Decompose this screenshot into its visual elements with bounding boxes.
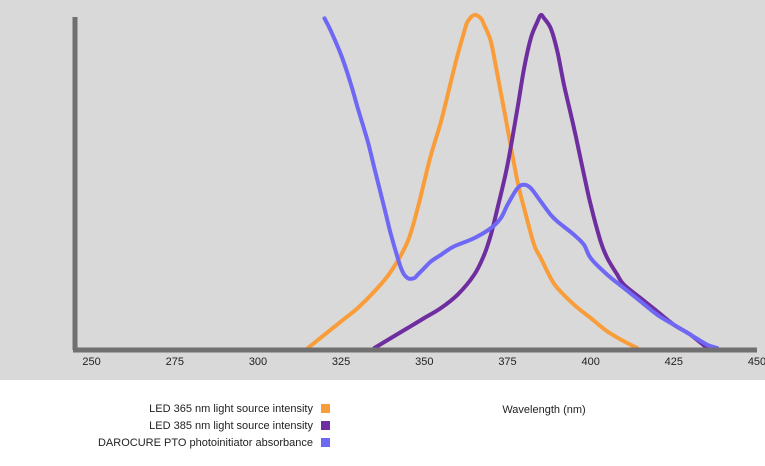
x-axis-title: Wavelength (nm) xyxy=(502,404,585,416)
x-tick-label: 375 xyxy=(498,356,516,368)
legend-label: LED 365 nm light source intensity xyxy=(149,402,313,415)
x-tick-label: 425 xyxy=(665,356,683,368)
x-tick-label: 450 xyxy=(748,356,765,368)
series-line-2 xyxy=(372,12,710,350)
legend-swatch xyxy=(321,438,330,447)
legend-label: DAROCURE PTO photoinitiator absorbance xyxy=(97,436,313,449)
x-tick-label: 250 xyxy=(82,356,100,368)
x-tick-label: 350 xyxy=(415,356,433,368)
plot-background xyxy=(0,0,765,380)
series-line-3 xyxy=(322,16,720,350)
legend-item: LED 385 nm light source intensity xyxy=(0,417,330,434)
legend: LED 365 nm light source intensity LED 385… xyxy=(0,400,330,451)
axes-layer xyxy=(72,17,757,353)
legend-swatch xyxy=(321,404,330,413)
x-tick-label: 325 xyxy=(332,356,350,368)
legend-swatch xyxy=(321,421,330,430)
series-layer xyxy=(305,12,720,350)
legend-item: LED 365 nm light source intensity xyxy=(0,400,330,417)
legend-item: DAROCURE PTO photoinitiator absorbance xyxy=(0,434,330,451)
series-line-1 xyxy=(305,12,640,350)
x-tick-label: 400 xyxy=(582,356,600,368)
x-tick-label: 300 xyxy=(249,356,267,368)
x-tick-labels: 250 275 300 325 350 375 400 425 450 xyxy=(82,356,765,368)
x-tick-label: 275 xyxy=(166,356,184,368)
legend-label: LED 385 nm light source intensity xyxy=(149,419,313,432)
